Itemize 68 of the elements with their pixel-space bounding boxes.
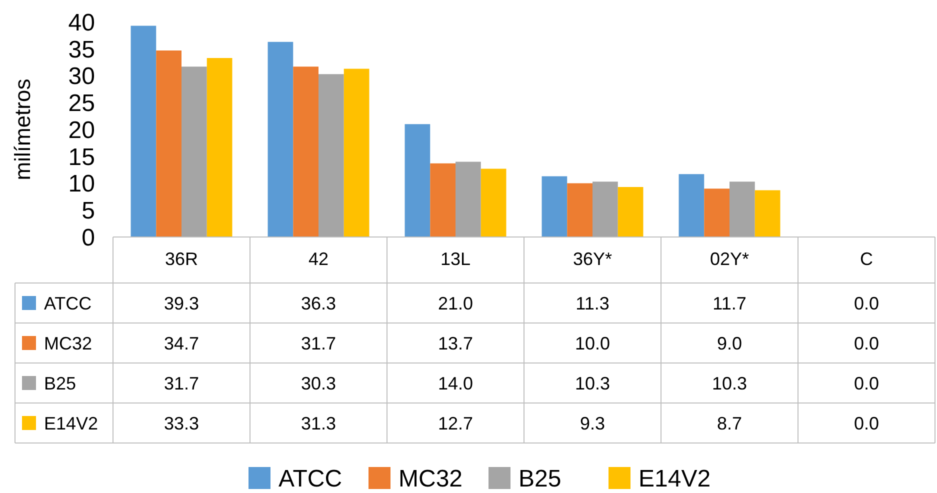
- bar: [618, 187, 644, 237]
- legend-label: B25: [44, 373, 76, 394]
- data-label: 31.3: [300, 413, 336, 434]
- data-label: 33.3: [164, 413, 200, 434]
- bar: [268, 42, 294, 237]
- bar: [156, 50, 182, 237]
- bar: [567, 183, 592, 237]
- data-label: 0.0: [854, 293, 880, 314]
- data-label: 10.0: [574, 333, 610, 354]
- bar: [704, 188, 730, 237]
- bar: [754, 190, 780, 237]
- data-label: 13.7: [438, 333, 474, 354]
- bar: [318, 74, 344, 237]
- legend-label: E14V2: [44, 413, 98, 434]
- y-tick-label: 30: [68, 63, 95, 90]
- y-tick-label: 20: [68, 116, 95, 144]
- x-tick-label: 02Y*: [710, 249, 750, 269]
- data-label: 36.3: [300, 293, 336, 314]
- data-label: 30.3: [300, 373, 336, 394]
- x-tick-label: C: [860, 249, 873, 269]
- legend-label: ATCC: [44, 293, 92, 314]
- y-tick-label: 25: [68, 90, 95, 118]
- data-label: 0.0: [854, 413, 880, 434]
- legend-label: MC32: [44, 333, 92, 354]
- bar: [430, 163, 456, 237]
- y-axis-title: milímetros: [10, 78, 35, 180]
- data-label: 39.3: [164, 293, 200, 314]
- x-tick-label: 13L: [440, 249, 471, 269]
- bar: [480, 168, 506, 237]
- data-label: 14.0: [438, 373, 474, 394]
- bar: [404, 124, 430, 237]
- bar: [730, 182, 755, 237]
- text: E14V2: [638, 465, 711, 492]
- x-tick-label: 36R: [164, 249, 198, 269]
- bar: [592, 182, 618, 237]
- y-tick-label: 0: [82, 224, 95, 252]
- data-label: 12.7: [438, 413, 474, 434]
- text: MC32: [398, 465, 463, 492]
- bar: [182, 66, 207, 237]
- data-label: 9.3: [580, 413, 606, 434]
- data-label: 34.7: [164, 333, 200, 354]
- data-label: 11.3: [576, 293, 610, 314]
- bar: [293, 66, 318, 237]
- y-tick-label: 15: [68, 144, 95, 171]
- bar: [130, 26, 156, 237]
- data-label: 10.3: [712, 373, 748, 394]
- data-label: 9.0: [716, 333, 742, 354]
- data-label: 21.0: [438, 293, 474, 314]
- bar: [542, 176, 568, 237]
- x-tick-label: 42: [308, 249, 329, 269]
- data-label: 0.0: [854, 333, 880, 354]
- text: B25: [518, 465, 562, 492]
- data-label: 31.7: [300, 333, 336, 354]
- y-tick-label: 40: [68, 9, 95, 36]
- y-tick-label: 10: [68, 170, 95, 198]
- bar: [456, 162, 481, 237]
- data-label: 0.0: [854, 373, 880, 394]
- bar: [678, 174, 704, 237]
- bar: [206, 58, 232, 237]
- data-label: 10.3: [574, 373, 610, 394]
- y-tick-label: 35: [68, 36, 95, 64]
- bar: [344, 68, 370, 237]
- x-tick-label: 36Y*: [572, 249, 612, 269]
- data-label: 31.7: [164, 373, 200, 394]
- data-label: 11.7: [712, 293, 746, 314]
- text: ATCC: [278, 465, 342, 492]
- y-tick-label: 5: [82, 198, 95, 225]
- data-label: 8.7: [716, 413, 742, 434]
